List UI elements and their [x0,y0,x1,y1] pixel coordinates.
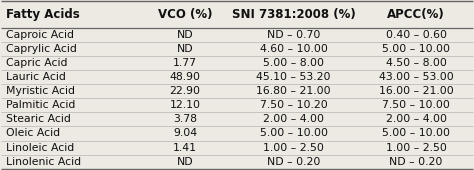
Text: Caproic Acid: Caproic Acid [6,30,74,40]
Text: 43.00 – 53.00: 43.00 – 53.00 [379,72,454,82]
Text: 22.90: 22.90 [170,86,201,96]
Text: ND – 0.20: ND – 0.20 [389,157,443,167]
Text: Oleic Acid: Oleic Acid [6,129,60,139]
Text: 1.00 – 2.50: 1.00 – 2.50 [263,142,324,152]
Text: 1.00 – 2.50: 1.00 – 2.50 [386,142,447,152]
Text: 1.77: 1.77 [173,58,197,68]
Text: Capric Acid: Capric Acid [6,58,68,68]
Text: ND: ND [177,30,193,40]
Text: 5.00 – 10.00: 5.00 – 10.00 [382,44,450,54]
Text: Caprylic Acid: Caprylic Acid [6,44,77,54]
Text: 7.50 – 10.20: 7.50 – 10.20 [260,100,328,110]
Text: Stearic Acid: Stearic Acid [6,114,71,124]
Text: 5.00 – 10.00: 5.00 – 10.00 [260,129,328,139]
Text: SNI 7381:2008 (%): SNI 7381:2008 (%) [232,8,356,21]
Text: 5.00 – 8.00: 5.00 – 8.00 [263,58,324,68]
Text: 0.40 – 0.60: 0.40 – 0.60 [385,30,447,40]
Text: ND: ND [177,157,193,167]
Text: Myristic Acid: Myristic Acid [6,86,75,96]
Text: 4.60 – 10.00: 4.60 – 10.00 [260,44,328,54]
Text: 48.90: 48.90 [170,72,201,82]
Text: APCC(%): APCC(%) [387,8,445,21]
Text: 9.04: 9.04 [173,129,197,139]
Text: 16.80 – 21.00: 16.80 – 21.00 [256,86,331,96]
Text: 2.00 – 4.00: 2.00 – 4.00 [385,114,447,124]
Text: 1.41: 1.41 [173,142,197,152]
Text: 12.10: 12.10 [170,100,201,110]
Text: Fatty Acids: Fatty Acids [6,8,80,21]
Text: 16.00 – 21.00: 16.00 – 21.00 [379,86,454,96]
Text: 45.10 – 53.20: 45.10 – 53.20 [256,72,331,82]
Text: Linolenic Acid: Linolenic Acid [6,157,81,167]
Text: ND: ND [177,44,193,54]
Text: 5.00 – 10.00: 5.00 – 10.00 [382,129,450,139]
Text: 4.50 – 8.00: 4.50 – 8.00 [386,58,447,68]
Text: 2.00 – 4.00: 2.00 – 4.00 [263,114,324,124]
Text: ND – 0.70: ND – 0.70 [267,30,320,40]
Text: Lauric Acid: Lauric Acid [6,72,66,82]
Text: ND – 0.20: ND – 0.20 [267,157,320,167]
Text: Palmitic Acid: Palmitic Acid [6,100,75,110]
Text: 3.78: 3.78 [173,114,197,124]
Text: VCO (%): VCO (%) [158,8,212,21]
Text: 7.50 – 10.00: 7.50 – 10.00 [382,100,450,110]
Text: Linoleic Acid: Linoleic Acid [6,142,74,152]
